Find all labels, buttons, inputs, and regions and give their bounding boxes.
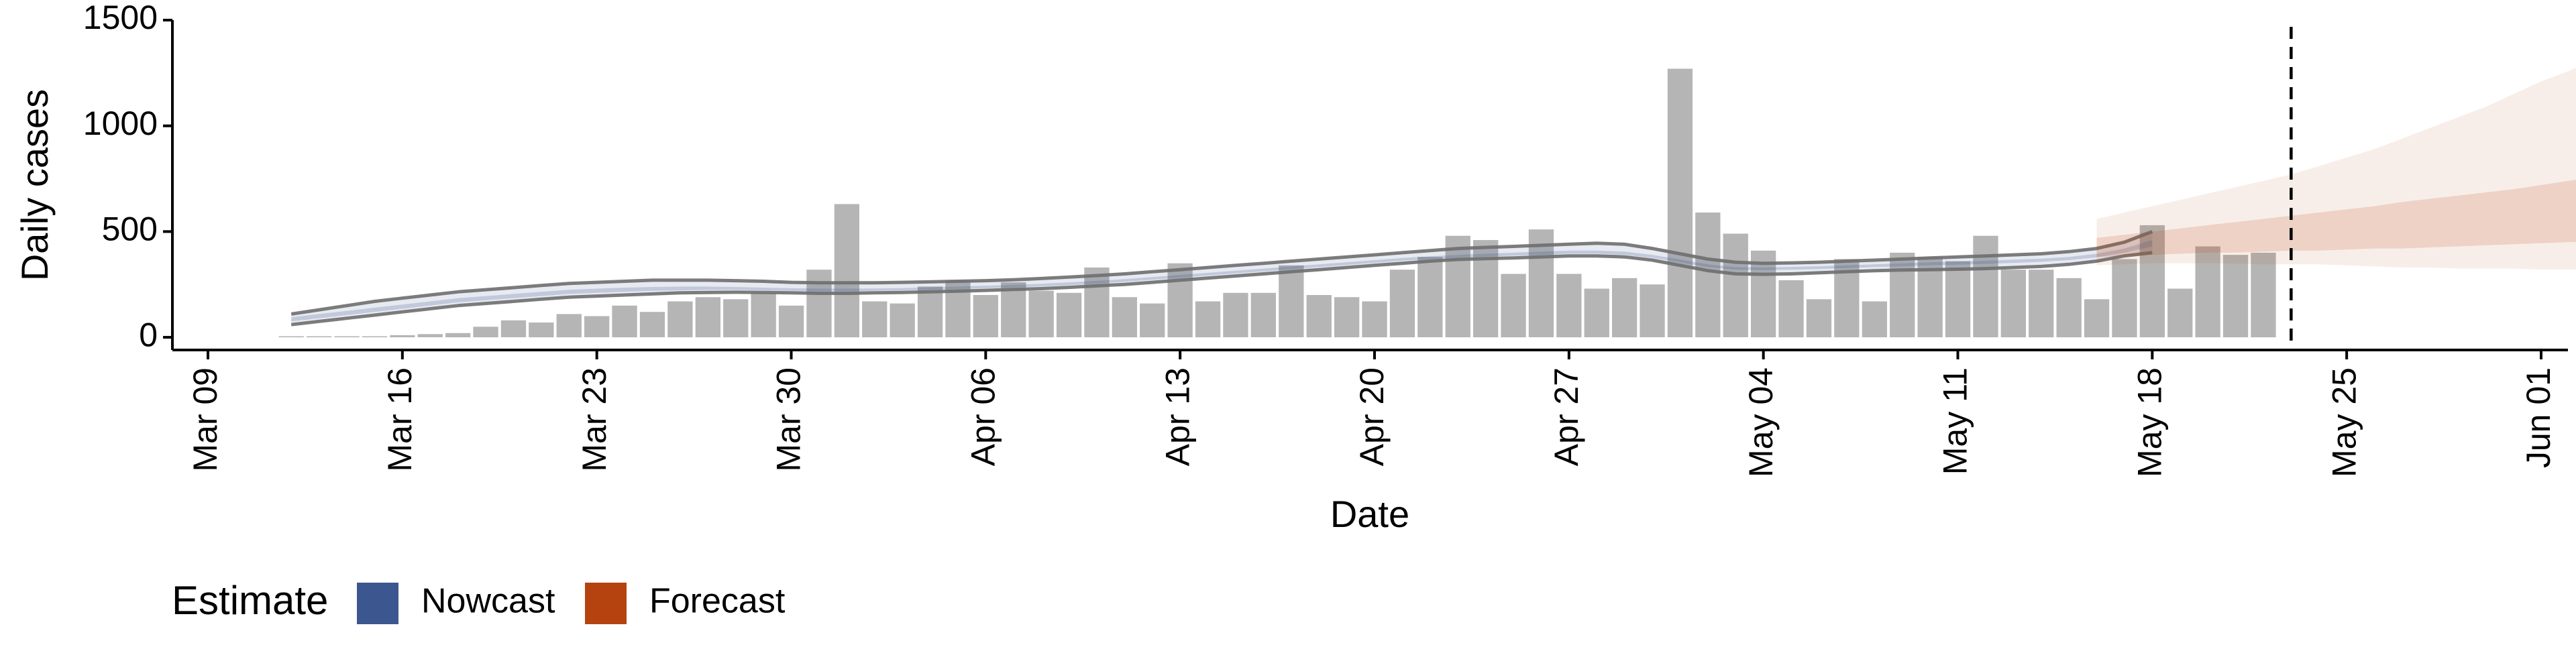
bar: [862, 302, 887, 338]
bar: [445, 333, 470, 337]
bar: [2112, 259, 2137, 337]
bar: [1723, 234, 1748, 338]
bar: [362, 337, 387, 338]
x-tick-label: Apr 20: [1353, 367, 1391, 466]
y-axis-title: Daily cases: [13, 89, 56, 281]
x-tick-label: Jun 01: [2520, 367, 2557, 468]
legend-swatch-forecast: [585, 583, 627, 624]
bar: [1556, 274, 1581, 338]
bar: [1140, 304, 1165, 338]
bar: [2251, 253, 2275, 337]
bar: [667, 302, 692, 338]
legend-title: Estimate: [172, 578, 328, 623]
y-tick-label: 1000: [83, 105, 158, 142]
x-tick-label: Apr 06: [965, 367, 1002, 466]
bar: [640, 312, 665, 337]
bar: [529, 322, 553, 337]
bar: [1029, 291, 1054, 337]
bar: [696, 297, 720, 337]
bar: [1778, 280, 1803, 337]
bar: [779, 306, 804, 337]
bar: [1807, 299, 1831, 337]
bar: [2223, 255, 2248, 337]
x-tick-label: May 11: [1937, 367, 1974, 475]
bar: [1279, 266, 1303, 337]
x-tick-label: Mar 09: [186, 367, 224, 472]
x-tick-label: Apr 27: [1548, 367, 1585, 466]
bar: [890, 304, 915, 338]
bar: [418, 334, 443, 337]
legend: Estimate Nowcast Forecast: [172, 578, 786, 624]
bar: [334, 337, 359, 338]
x-axis-title: Date: [1330, 493, 1409, 535]
bar: [1112, 297, 1137, 337]
bar: [806, 270, 831, 337]
bar: [2167, 289, 2192, 338]
bar: [1251, 293, 1276, 337]
bar: [723, 299, 748, 337]
y-tick-label: 0: [139, 316, 158, 353]
bar: [1862, 302, 1887, 338]
x-ticks: Mar 09 Mar 16 Mar 23 Mar 30 Apr 06 Apr 13 Apr …: [186, 350, 2557, 477]
bar: [390, 335, 415, 337]
bar: [557, 314, 582, 337]
bar: [1195, 302, 1220, 338]
legend-swatch-nowcast: [357, 583, 398, 624]
bar: [1307, 295, 1332, 337]
bar: [1223, 293, 1248, 337]
x-tick-label: May 18: [2131, 367, 2169, 477]
bar: [751, 293, 776, 337]
bar: [1695, 213, 1720, 337]
bar: [1585, 289, 1609, 338]
bar: [1945, 261, 1970, 338]
bar: [1640, 284, 1664, 337]
x-tick-label: May 25: [2325, 367, 2363, 477]
bar: [307, 337, 331, 338]
y-tick-label: 500: [102, 211, 158, 248]
bar: [473, 327, 498, 337]
bar: [584, 316, 609, 338]
bar: [1417, 257, 1442, 337]
legend-label-forecast: Forecast: [649, 582, 786, 621]
x-tick-label: Mar 23: [576, 367, 613, 472]
y-ticks: 0 500 1000 1500: [83, 0, 172, 353]
x-tick-label: Apr 13: [1159, 367, 1196, 466]
y-tick-label: 1500: [83, 0, 158, 36]
bar: [918, 286, 943, 337]
bar: [2057, 278, 2082, 337]
bar: [1057, 293, 1081, 337]
bar: [279, 337, 304, 338]
bar: [2084, 299, 2109, 337]
bar: [1973, 236, 1998, 337]
bar: [1390, 270, 1415, 337]
bar: [1612, 278, 1637, 337]
bar: [501, 320, 526, 337]
bar: [2001, 270, 2026, 337]
bar: [835, 204, 859, 337]
x-tick-label: May 04: [1742, 367, 1780, 477]
bar: [2029, 270, 2053, 337]
legend-label-nowcast: Nowcast: [421, 582, 555, 621]
x-tick-label: Mar 16: [381, 367, 419, 472]
bar: [1501, 274, 1525, 338]
x-tick-label: Mar 30: [770, 367, 808, 472]
bar: [612, 306, 637, 337]
bar: [973, 295, 998, 337]
bar: [1362, 302, 1387, 338]
bar: [1668, 69, 1693, 338]
bar: [1334, 297, 1359, 337]
